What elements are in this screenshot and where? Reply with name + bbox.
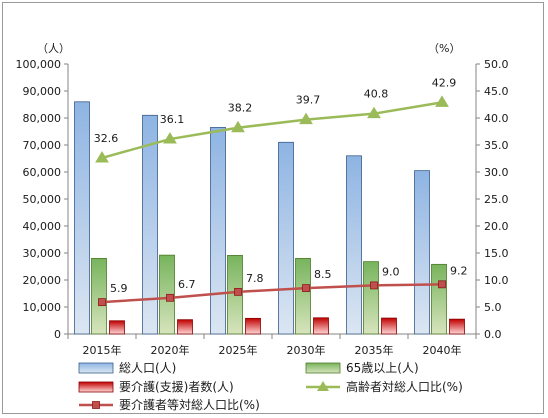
point bbox=[367, 106, 381, 119]
right-tick-label: 25.0 bbox=[484, 193, 509, 206]
data-label: 32.6 bbox=[94, 132, 119, 145]
left-tick-label: 20,000 bbox=[23, 274, 62, 287]
combo-chart: （人） （%） 0 10,000 20,000 30,000 40,000 50,000 60,… bbox=[16, 42, 509, 412]
left-tick-label: 90,000 bbox=[23, 85, 62, 98]
right-axis-unit: （%） bbox=[428, 42, 460, 55]
bar bbox=[346, 155, 362, 335]
category-label: 2035年 bbox=[355, 343, 394, 357]
bar bbox=[431, 263, 447, 335]
point bbox=[302, 284, 310, 293]
series-line bbox=[101, 101, 443, 160]
point bbox=[435, 95, 449, 107]
legend-label: 65歳以上(人) bbox=[346, 361, 419, 375]
data-label: 42.9 bbox=[432, 76, 457, 89]
right-tick-label: 20.0 bbox=[484, 220, 509, 233]
point bbox=[98, 298, 106, 307]
legend-label: 総人口(人) bbox=[119, 361, 176, 375]
legend-swatch bbox=[305, 362, 341, 374]
legend-marker bbox=[317, 381, 329, 391]
bar bbox=[278, 141, 294, 335]
series-line bbox=[101, 283, 443, 304]
data-label: 8.5 bbox=[314, 268, 332, 281]
bar bbox=[313, 317, 329, 335]
data-label: 39.7 bbox=[296, 94, 321, 107]
bar bbox=[414, 170, 430, 335]
category-label: 2040年 bbox=[423, 343, 462, 357]
right-tick-label: 45.0 bbox=[484, 85, 509, 98]
data-label: 40.8 bbox=[364, 88, 389, 101]
right-tick-label: 0.0 bbox=[484, 328, 502, 341]
bar bbox=[381, 317, 397, 335]
data-label: 6.7 bbox=[178, 278, 196, 291]
left-tick-label: 100,000 bbox=[16, 58, 62, 71]
right-tick-label: 15.0 bbox=[484, 247, 509, 260]
bar bbox=[295, 257, 311, 335]
right-tick-label: 40.0 bbox=[484, 112, 509, 125]
left-tick-label: 0 bbox=[54, 328, 61, 341]
legend-marker bbox=[92, 401, 100, 409]
left-tick-label: 10,000 bbox=[23, 301, 62, 314]
bar bbox=[449, 318, 465, 335]
left-tick-label: 30,000 bbox=[23, 247, 62, 260]
left-tick-label: 80,000 bbox=[23, 112, 62, 125]
left-tick-label: 70,000 bbox=[23, 139, 62, 152]
data-label: 7.8 bbox=[246, 272, 264, 285]
point bbox=[370, 281, 378, 290]
right-tick-label: 5.0 bbox=[484, 301, 502, 314]
data-label: 9.0 bbox=[382, 265, 400, 278]
bar bbox=[245, 317, 261, 335]
point bbox=[231, 120, 245, 133]
point bbox=[438, 280, 446, 289]
point bbox=[166, 293, 174, 302]
point bbox=[234, 287, 242, 296]
category-label: 2025年 bbox=[219, 343, 258, 357]
bar bbox=[91, 257, 107, 335]
data-label: 9.2 bbox=[450, 264, 468, 277]
legend-swatch bbox=[78, 381, 114, 393]
legend-swatch bbox=[78, 362, 114, 374]
left-tick-label: 40,000 bbox=[23, 220, 62, 233]
bar bbox=[210, 127, 226, 335]
category-label: 2020年 bbox=[151, 343, 190, 357]
chart-frame: （人） （%） 0 10,000 20,000 30,000 40,000 50,000 60,… bbox=[2, 2, 544, 414]
bar bbox=[142, 114, 158, 335]
data-label: 38.2 bbox=[228, 102, 253, 115]
right-tick-label: 30.0 bbox=[484, 166, 509, 179]
category-label: 2015年 bbox=[83, 343, 122, 357]
left-tick-label: 60,000 bbox=[23, 166, 62, 179]
left-axis-unit: （人） bbox=[37, 42, 70, 55]
bar bbox=[177, 319, 193, 335]
point bbox=[163, 132, 177, 144]
left-tick-label: 50,000 bbox=[23, 193, 62, 206]
data-label: 5.9 bbox=[110, 282, 128, 295]
category-label: 2030年 bbox=[287, 343, 326, 357]
legend-label: 要介護者等対総人口比(%) bbox=[119, 397, 260, 412]
point bbox=[299, 112, 313, 125]
bar bbox=[74, 101, 90, 335]
bar bbox=[363, 261, 379, 335]
legend-label: 高齢者対総人口比(%) bbox=[346, 379, 463, 394]
legend-label: 要介護(支援)者数(人) bbox=[119, 379, 234, 394]
right-tick-label: 10.0 bbox=[484, 274, 509, 287]
bar bbox=[109, 320, 125, 335]
data-label: 36.1 bbox=[160, 113, 185, 126]
point bbox=[95, 150, 109, 163]
right-tick-label: 35.0 bbox=[484, 139, 509, 152]
right-tick-label: 50.0 bbox=[484, 58, 509, 71]
